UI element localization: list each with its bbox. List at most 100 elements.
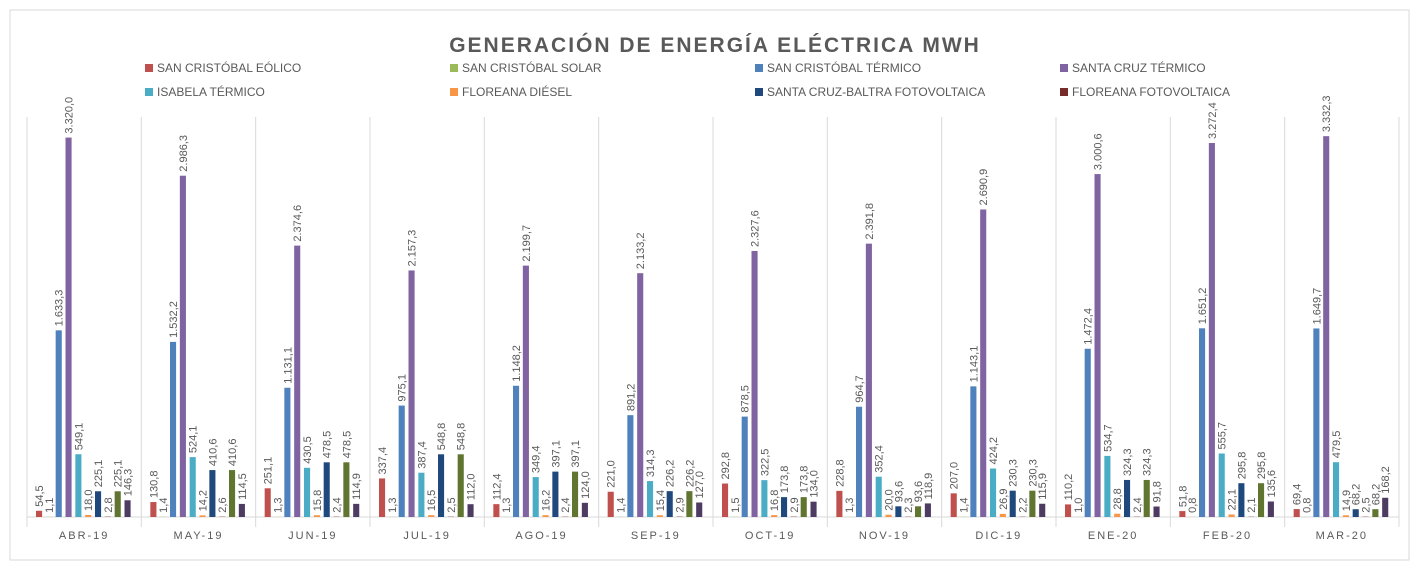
bar [294, 245, 301, 518]
value-label: 230,3 [1027, 459, 1039, 487]
x-tick-label: OCT-19 [745, 530, 796, 542]
bar [199, 515, 206, 517]
value-label: 91,8 [1152, 481, 1164, 502]
value-label: 478,5 [341, 431, 353, 459]
value-label: 1.148,2 [511, 345, 523, 382]
bar [836, 490, 843, 517]
value-label: 975,1 [397, 374, 409, 402]
value-label: 115,9 [1037, 473, 1049, 500]
legend-swatch [755, 88, 763, 96]
value-label: 146,3 [123, 469, 135, 497]
x-tick-label: SEP-19 [631, 530, 681, 542]
bar [647, 481, 654, 517]
value-label: 555,7 [1217, 422, 1229, 450]
value-label: 410,6 [207, 439, 219, 467]
value-label: 479,5 [1331, 431, 1343, 459]
bar [428, 515, 435, 517]
value-label: 1,5 [730, 498, 742, 513]
legend-label: SAN CRISTÓBAL TÉRMICO [767, 60, 921, 75]
bar [304, 467, 311, 517]
bar [924, 503, 931, 517]
bar [1199, 328, 1206, 517]
bar [493, 504, 500, 517]
value-label: 18,0 [83, 490, 95, 511]
value-label: 2.133,2 [635, 233, 647, 270]
bar [1094, 174, 1101, 517]
value-label: 292,8 [720, 452, 732, 480]
value-label: 26,9 [998, 489, 1010, 510]
value-label: 2.986,3 [178, 135, 190, 172]
value-label: 226,2 [665, 460, 677, 488]
value-label: 1,4 [959, 498, 971, 513]
bar [1143, 479, 1150, 517]
legend-swatch [145, 64, 153, 72]
bar [980, 209, 987, 517]
x-tick-label: DIC-19 [975, 530, 1022, 542]
bar [284, 387, 291, 517]
value-label: 878,5 [740, 385, 752, 413]
value-label: 387,4 [416, 441, 428, 469]
value-label: 534,7 [1102, 424, 1114, 452]
value-label: 68,2 [1370, 484, 1382, 505]
bar [1342, 515, 1349, 517]
value-label: 549,1 [73, 423, 85, 451]
bar [1218, 453, 1225, 517]
legend-label: FLOREANA FOTOVOLTAICA [1072, 85, 1230, 99]
bar [323, 462, 330, 517]
value-label: 2,4 [1132, 497, 1144, 512]
value-label: 118,9 [923, 473, 935, 500]
bar [150, 502, 157, 517]
value-label: 2,8 [103, 497, 115, 512]
bar [1208, 143, 1215, 518]
bar [1029, 490, 1036, 517]
bar [865, 243, 872, 517]
bar [1352, 509, 1359, 517]
bar [513, 385, 520, 517]
bar [637, 273, 644, 517]
value-label: 964,7 [854, 375, 866, 403]
bar [895, 506, 902, 517]
value-label: 110,2 [1063, 474, 1075, 501]
chart-title: GENERACIÓN DE ENERGÍA ELÉCTRICA MWH [449, 33, 981, 57]
bar [189, 457, 196, 517]
x-tick-label: ABR-19 [59, 530, 110, 542]
value-label: 2.374,6 [292, 205, 304, 242]
bar [1323, 136, 1330, 517]
value-label: 16,5 [426, 490, 438, 511]
x-tick-label: NOV-19 [859, 530, 910, 542]
bar [1267, 501, 1274, 517]
value-label: 1,1 [44, 498, 56, 513]
legend-label: SAN CRISTÓBAL EÓLICO [157, 60, 301, 75]
bar [55, 330, 62, 517]
value-label: 226,2 [684, 460, 696, 488]
value-label: 112,4 [491, 473, 503, 500]
value-label: 228,8 [834, 459, 846, 487]
x-tick-label: MAY-19 [174, 530, 224, 542]
value-label: 134,0 [809, 470, 821, 498]
bar [1372, 509, 1379, 517]
value-label: 2.690,9 [978, 169, 990, 206]
legend-swatch [755, 64, 763, 72]
value-label: 2,9 [789, 497, 801, 512]
bar [313, 515, 320, 517]
legend-swatch [450, 88, 458, 96]
bar [875, 476, 882, 517]
bar [761, 480, 768, 517]
value-label: 397,1 [570, 440, 582, 468]
bar [696, 502, 703, 517]
bar [353, 503, 360, 517]
value-label: 891,2 [625, 384, 637, 412]
bar [1084, 348, 1091, 517]
value-label: 2.327,6 [750, 210, 762, 247]
x-tick-label: FEB-20 [1203, 530, 1252, 542]
bar [95, 491, 102, 517]
bar [1124, 479, 1131, 517]
bar [532, 477, 539, 517]
bar [1313, 328, 1320, 517]
bar [581, 502, 588, 517]
value-label: 221,0 [606, 460, 618, 488]
value-label: 124,0 [580, 471, 592, 499]
value-label: 1.472,4 [1083, 308, 1095, 345]
value-label: 1,3 [844, 498, 856, 513]
bar [379, 478, 386, 517]
